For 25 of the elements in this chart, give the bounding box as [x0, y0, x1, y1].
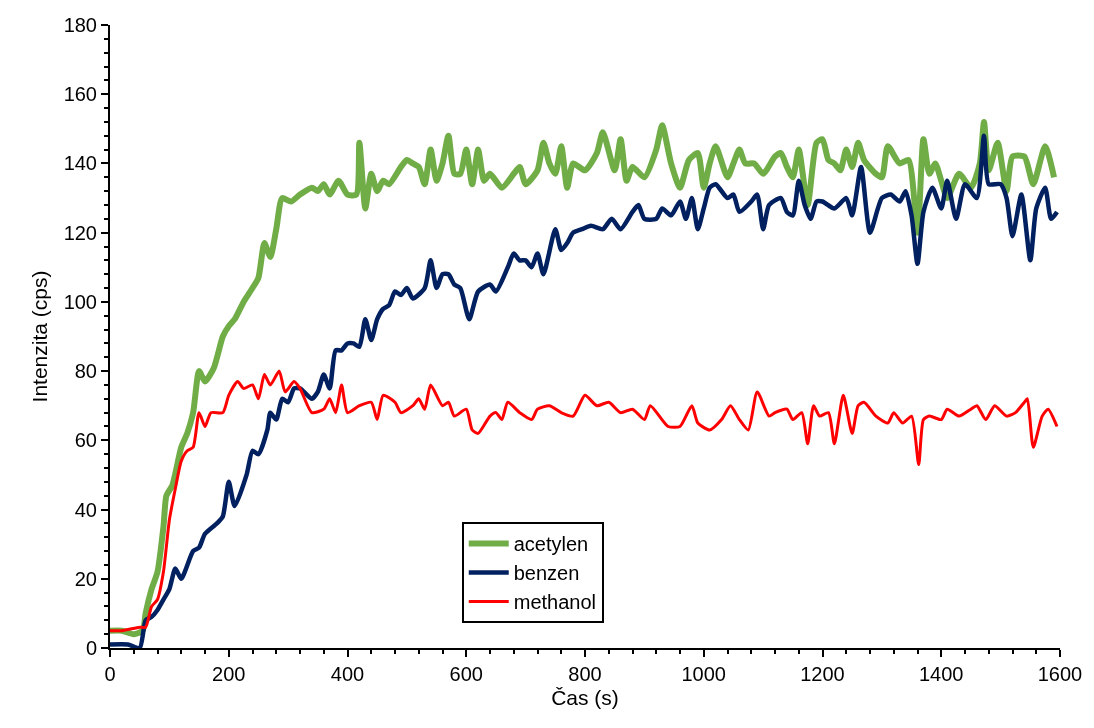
x-tick-label: 800 [568, 663, 602, 685]
legend-label: methanol [513, 591, 597, 614]
x-tick-label: 1000 [681, 663, 726, 685]
y-tick-label: 120 [63, 221, 97, 244]
y-tick-label: 180 [63, 14, 97, 36]
x-tick-label: 400 [330, 663, 365, 685]
y-tick-label: 0 [85, 637, 97, 659]
legend-label: acetylen [513, 533, 589, 556]
x-tick-label: 200 [212, 663, 246, 685]
y-tick-label: 60 [74, 429, 97, 452]
y-axis-title: Intenzita (cps) [28, 270, 52, 403]
x-tick-label: 1600 [1037, 663, 1083, 685]
x-tick-label: 1200 [800, 663, 845, 685]
y-tick-label: 40 [74, 498, 97, 521]
x-tick-label: 600 [449, 663, 483, 685]
y-tick-label: 160 [63, 83, 97, 106]
y-tick-label: 80 [74, 360, 97, 383]
y-tick-label: 140 [63, 152, 97, 175]
x-axis-title: Čas (s) [551, 685, 619, 709]
y-tick-label: 100 [63, 290, 97, 313]
y-tick-label: 20 [74, 567, 97, 590]
x-tick-label: 0 [104, 663, 116, 685]
legend-label: benzen [513, 562, 580, 585]
x-tick-label: 1400 [919, 663, 964, 685]
line-series [110, 369, 1059, 633]
